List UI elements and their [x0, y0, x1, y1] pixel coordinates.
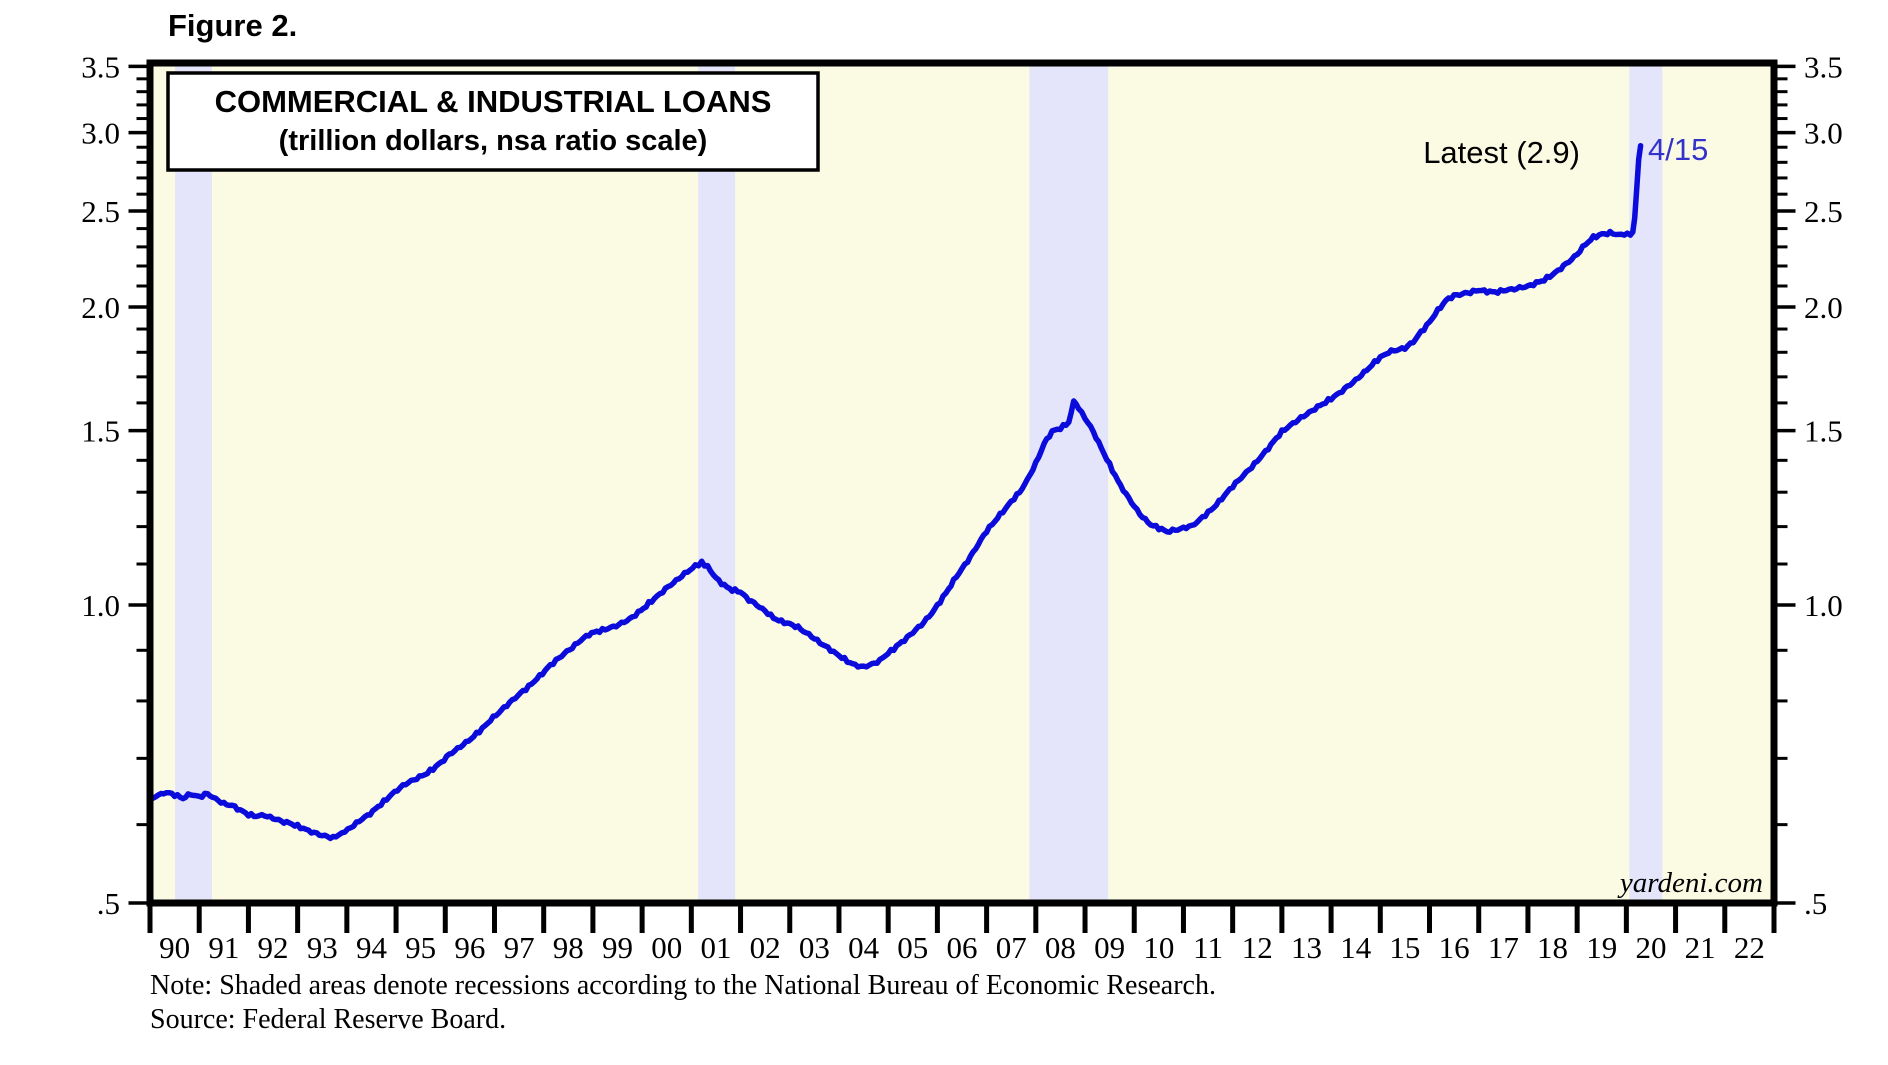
latest-date-annotation: 4/15 [1648, 132, 1708, 167]
recession-note: Note: Shaded areas denote recessions acc… [150, 970, 1216, 1001]
x-axis-year-label: 22 [1734, 930, 1765, 965]
y-axis-label-left: 1.0 [81, 588, 120, 623]
x-axis-year-label: 03 [799, 930, 830, 965]
x-axis-year-label: 01 [700, 930, 731, 965]
x-axis-year-label: 05 [897, 930, 928, 965]
y-axis-label-left: 3.5 [81, 49, 120, 84]
chart-subtitle: (trillion dollars, nsa ratio scale) [279, 125, 708, 157]
title-box-border [166, 71, 820, 172]
y-axis-label-left: 3.0 [81, 116, 120, 151]
x-axis-year-label: 94 [356, 930, 388, 965]
x-axis-year-label: 17 [1488, 930, 1519, 965]
recession-bands [175, 63, 1663, 903]
x-axis-year-label: 08 [1045, 930, 1076, 965]
x-axis-year-label: 07 [996, 930, 1027, 965]
x-axis-year-label: 15 [1389, 930, 1420, 965]
x-axis-year-label: 13 [1291, 930, 1322, 965]
x-axis-year-label: 91 [208, 930, 239, 965]
x-axis-year-label: 97 [504, 930, 535, 965]
recession-band [175, 63, 213, 903]
x-axis-year-label: 09 [1094, 930, 1125, 965]
x-axis-year-label: 18 [1537, 930, 1568, 965]
x-axis-year-label: 02 [750, 930, 781, 965]
x-axis: 90 91 92 93 94 95 96 97 98 99 00 01 02 03 04 05 06 07 08 09… [147, 906, 1777, 965]
x-axis-year-label: 20 [1635, 930, 1666, 965]
y-axis-label-right: 2.5 [1804, 194, 1843, 229]
x-axis-year-label: 90 [159, 930, 190, 965]
x-axis-year-label: 95 [405, 930, 436, 965]
x-axis-year-label: 16 [1439, 930, 1470, 965]
x-axis-year-label: 98 [553, 930, 584, 965]
y-axis-label-right: 2.0 [1804, 290, 1843, 325]
y-axis: .5 .5 1.0 1.0 1.5 1.5 2.0 2.0 2.5 2.5 3.0 3.0 3.5 3.5 [81, 49, 1843, 921]
y-axis-label-left: 1.5 [81, 414, 120, 449]
x-axis-year-label: 21 [1685, 930, 1716, 965]
plot-frame [146, 59, 1778, 907]
x-axis-year-label: 10 [1143, 930, 1174, 965]
y-axis-label-right: 1.5 [1804, 414, 1843, 449]
x-axis-year-label: 19 [1586, 930, 1617, 965]
figure-number-label: Figure 2. [168, 8, 298, 43]
source-note: Source: Federal Reserve Board. [150, 1004, 507, 1035]
x-axis-year-label: 99 [602, 930, 633, 965]
plot-background [150, 63, 1774, 903]
x-axis-year-label: 96 [454, 930, 485, 965]
y-axis-label-left: 2.0 [81, 290, 120, 325]
y-axis-label-left: 2.5 [81, 194, 120, 229]
watermark-text: yardeni.com [1617, 867, 1763, 899]
x-axis-year-label: 04 [848, 930, 880, 965]
recession-band [1029, 63, 1109, 903]
recession-band [698, 63, 736, 903]
loans-line [150, 142, 1644, 842]
y-axis-label-right: 3.0 [1804, 116, 1843, 151]
chart-title: COMMERCIAL & INDUSTRIAL LOANS [215, 84, 772, 119]
x-axis-year-label: 92 [258, 930, 289, 965]
y-axis-label-right: 3.5 [1804, 49, 1843, 84]
x-axis-year-label: 12 [1242, 930, 1273, 965]
x-axis-year-label: 14 [1340, 930, 1372, 965]
x-axis-year-label: 06 [947, 930, 978, 965]
title-box: COMMERCIAL & INDUSTRIAL LOANS (trillion d… [166, 71, 820, 172]
x-axis-year-label: 00 [651, 930, 682, 965]
latest-value-annotation: Latest (2.9) [1423, 135, 1580, 170]
y-axis-label-right: 1.0 [1804, 588, 1843, 623]
x-axis-year-label: 93 [307, 930, 338, 965]
x-axis-year-label: 11 [1193, 930, 1223, 965]
y-axis-label-right: .5 [1804, 886, 1827, 921]
y-axis-label-left: .5 [97, 886, 120, 921]
